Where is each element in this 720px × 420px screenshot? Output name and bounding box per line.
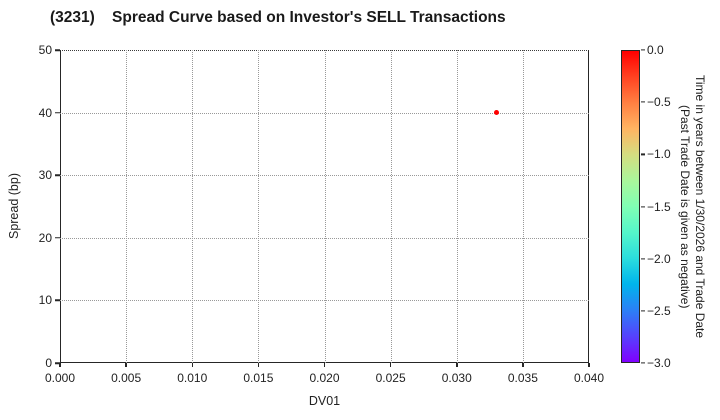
colorbar-tick-mark (641, 310, 645, 312)
x-tick-mark (522, 363, 524, 367)
x-gridline (126, 50, 128, 363)
x-tick-mark (456, 363, 458, 367)
x-tick-label: 0.010 (177, 371, 208, 385)
x-tick-mark (257, 363, 260, 367)
colorbar-tick-label: −3.0 (647, 356, 671, 370)
colorbar-label: Time in years between 1/30/2026 and Trad… (676, 50, 707, 363)
colorbar-tick-mark (641, 153, 645, 155)
x-gridline (456, 50, 458, 363)
y-tick-mark (55, 111, 60, 114)
colorbar-label-line1: Time in years between 1/30/2026 and Trad… (693, 74, 707, 339)
y-tick-mark (55, 237, 60, 239)
y-tick-label: 30 (38, 168, 52, 183)
x-tick-mark (389, 363, 392, 367)
x-tick-mark (323, 363, 326, 367)
x-tick-mark (59, 363, 61, 367)
y-tick-mark (55, 299, 60, 302)
y-tick-label: 0 (45, 356, 52, 370)
y-tick-mark (55, 49, 60, 51)
data-point (493, 110, 499, 116)
y-gridline (60, 175, 589, 177)
colorbar-tick-label: −1.0 (647, 147, 671, 162)
colorbar-tick-mark (641, 49, 645, 51)
x-axis-label: DV01 (308, 394, 341, 408)
y-gridline (60, 112, 589, 114)
colorbar-tick-mark (641, 101, 645, 103)
colorbar-tick-label: −1.5 (647, 199, 671, 214)
x-tick-label: 0.000 (44, 371, 76, 385)
x-tick-mark (125, 363, 127, 367)
colorbar-tick-label: 0.0 (647, 43, 664, 57)
x-tick-label: 0.035 (507, 371, 538, 385)
colorbar-tick-mark (641, 362, 645, 364)
x-tick-label: 0.005 (111, 371, 142, 385)
x-gridline (192, 50, 194, 363)
y-tick-label: 50 (38, 43, 52, 57)
y-tick-mark (55, 362, 60, 364)
x-tick-label: 0.020 (309, 371, 340, 385)
y-tick-label: 10 (38, 293, 52, 308)
y-tick-label: 40 (38, 105, 52, 120)
x-gridline (324, 50, 326, 363)
x-gridline (522, 50, 524, 363)
colorbar-label-line2: (Past Trade Date is given as negative) (678, 104, 692, 309)
y-tick-mark (55, 174, 60, 176)
x-gridline (390, 50, 392, 363)
colorbar (621, 50, 640, 363)
x-gridline (258, 50, 260, 363)
colorbar-tick-mark (641, 258, 645, 260)
x-tick-label: 0.030 (441, 371, 472, 385)
x-tick-label: 0.040 (573, 371, 605, 385)
colorbar-tick-mark (641, 205, 645, 208)
x-tick-mark (191, 363, 193, 367)
x-tick-label: 0.025 (375, 371, 406, 385)
colorbar-tick-label: −2.0 (647, 251, 671, 266)
y-gridline (60, 237, 589, 239)
y-tick-label: 20 (38, 230, 52, 245)
x-tick-label: 0.015 (243, 371, 274, 385)
colorbar-tick-label: −2.5 (647, 303, 671, 318)
y-gridline (60, 300, 589, 302)
chart-title: (3231) Spread Curve based on Investor's … (50, 9, 506, 26)
x-tick-mark (588, 363, 590, 367)
colorbar-tick-label: −0.5 (647, 95, 671, 110)
